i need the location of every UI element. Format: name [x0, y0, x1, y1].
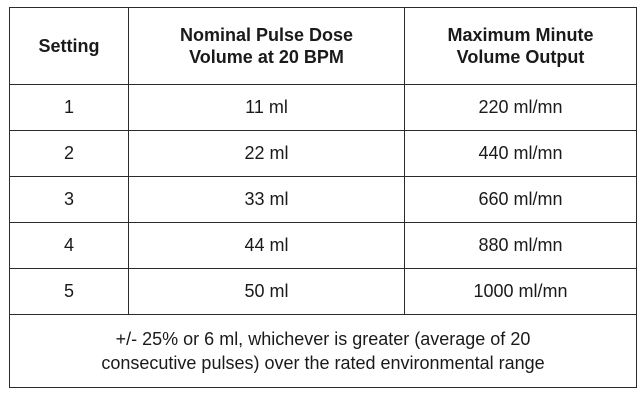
footnote-row: +/- 25% or 6 ml, whichever is greater (a…	[9, 314, 637, 388]
cell-minute-volume: 880 ml/mn	[404, 222, 637, 269]
header-pulse-dose: Nominal Pulse Dose Volume at 20 BPM	[128, 7, 405, 85]
footnote-line1: +/- 25% or 6 ml, whichever is greater (a…	[115, 329, 531, 349]
cell-setting: 2	[9, 130, 129, 177]
header-minute-volume-line1: Maximum Minute	[447, 25, 594, 45]
cell-setting: 3	[9, 176, 129, 223]
header-row: Setting Nominal Pulse Dose Volume at 20 …	[9, 7, 637, 85]
pulse-dose-spec-table: Setting Nominal Pulse Dose Volume at 20 …	[9, 7, 637, 388]
table-row: 4 44 ml 880 ml/mn	[9, 222, 637, 269]
header-minute-volume: Maximum Minute Volume Output	[404, 7, 637, 85]
footnote-line2: consecutive pulses) over the rated envir…	[101, 353, 545, 373]
cell-minute-volume: 220 ml/mn	[404, 84, 637, 131]
cell-pulse-dose: 33 ml	[128, 176, 405, 223]
cell-minute-volume: 660 ml/mn	[404, 176, 637, 223]
cell-pulse-dose: 44 ml	[128, 222, 405, 269]
cell-setting: 1	[9, 84, 129, 131]
cell-setting: 5	[9, 268, 129, 315]
header-pulse-dose-line2: Volume at 20 BPM	[189, 47, 344, 67]
table-row: 5 50 ml 1000 ml/mn	[9, 268, 637, 315]
cell-minute-volume: 440 ml/mn	[404, 130, 637, 177]
table-header: Setting Nominal Pulse Dose Volume at 20 …	[9, 7, 637, 85]
header-setting: Setting	[9, 7, 129, 85]
header-pulse-dose-line1: Nominal Pulse Dose	[179, 25, 354, 45]
table-row: 1 11 ml 220 ml/mn	[9, 84, 637, 131]
table-row: 2 22 ml 440 ml/mn	[9, 130, 637, 177]
table-row: 3 33 ml 660 ml/mn	[9, 176, 637, 223]
cell-minute-volume: 1000 ml/mn	[404, 268, 637, 315]
table-body: 1 11 ml 220 ml/mn 2 22 ml 440 ml/mn 3 33…	[9, 84, 637, 388]
footnote-cell: +/- 25% or 6 ml, whichever is greater (a…	[9, 314, 637, 388]
header-setting-label: Setting	[38, 36, 100, 56]
cell-setting: 4	[9, 222, 129, 269]
cell-pulse-dose: 11 ml	[128, 84, 405, 131]
header-minute-volume-line2: Volume Output	[456, 47, 585, 67]
cell-pulse-dose: 50 ml	[128, 268, 405, 315]
cell-pulse-dose: 22 ml	[128, 130, 405, 177]
